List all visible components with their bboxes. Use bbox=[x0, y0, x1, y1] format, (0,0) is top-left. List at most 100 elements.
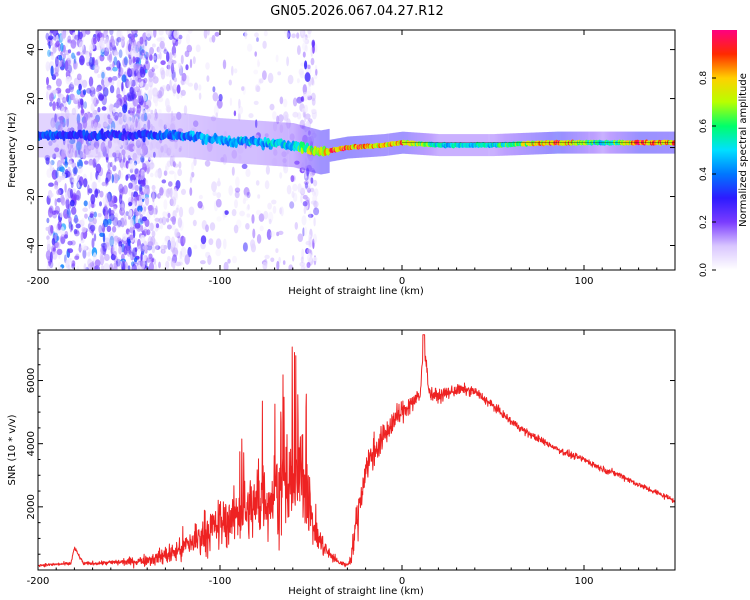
spectrogram-noise-blob bbox=[87, 258, 93, 267]
spectrogram-noise-blob bbox=[52, 247, 56, 252]
spectrogram-noise-blob bbox=[109, 263, 114, 270]
spectrogram-noise-blob bbox=[302, 36, 308, 43]
spectrogram-noise-blob bbox=[91, 181, 98, 191]
spectrogram-noise-blob bbox=[151, 245, 156, 254]
spectrogram-noise-blob bbox=[131, 181, 136, 191]
spectrogram-noise-blob bbox=[58, 116, 64, 121]
spectrogram-noise-blob bbox=[307, 64, 311, 70]
spectrogram-noise-blob bbox=[87, 251, 91, 257]
spectrogram-noise-blob bbox=[128, 209, 133, 217]
spectrogram-noise-blob bbox=[106, 243, 111, 251]
snr-ylabel: SNR (10 * v/v) bbox=[7, 414, 18, 485]
spectrogram-noise-blob bbox=[170, 196, 177, 207]
spectrogram-noise-blob bbox=[134, 222, 141, 229]
spectrogram-noise-blob bbox=[92, 107, 96, 119]
spectrogram-noise-blob bbox=[81, 153, 87, 160]
spectrogram-noise-blob bbox=[228, 185, 233, 196]
spectrogram-noise-blob bbox=[140, 259, 143, 267]
spectrogram-noise-blob bbox=[84, 160, 89, 165]
spectrogram-noise-blob bbox=[64, 230, 69, 238]
spectrogram-noise-blob bbox=[210, 115, 217, 122]
spectrogram-noise-blob bbox=[117, 72, 121, 79]
spectrogram-noise-blob bbox=[127, 162, 133, 170]
spectrogram-noise-blob bbox=[179, 250, 183, 260]
spectrogram-noise-blob bbox=[215, 112, 218, 118]
spectrogram-noise-blob bbox=[300, 256, 304, 263]
spectrogram-noise-blob bbox=[54, 198, 58, 207]
spectrogram-noise-blob bbox=[200, 235, 207, 245]
spectrogram-noise-blob bbox=[105, 47, 112, 52]
spectrogram-noise-blob bbox=[60, 106, 66, 117]
spectrogram-noise-blob bbox=[267, 202, 272, 210]
spectrogram-noise-blob bbox=[136, 42, 141, 48]
spectrogram-noise-blob bbox=[51, 237, 56, 246]
spectrogram-noise-blob bbox=[301, 215, 307, 226]
spectrogram-noise-blob bbox=[111, 226, 117, 233]
spectrogram-noise-blob bbox=[147, 89, 153, 98]
spectrogram-noise-blob bbox=[145, 140, 150, 146]
spectrogram-noise-blob bbox=[128, 143, 133, 152]
spectrogram-noise-blob bbox=[105, 242, 110, 247]
spectrogram-noise-blob bbox=[296, 78, 300, 84]
spectrogram-noise-blob bbox=[195, 44, 201, 53]
spectrogram-noise-blob bbox=[93, 64, 98, 75]
spectrogram-noise-blob bbox=[67, 35, 72, 43]
spectrogram-noise-blob bbox=[177, 128, 183, 133]
spectrogram-noise-blob bbox=[55, 40, 60, 47]
spectrogram-noise-blob bbox=[273, 149, 278, 156]
spectrogram-noise-blob bbox=[146, 52, 151, 57]
spectrogram-noise-blob bbox=[115, 38, 119, 47]
spectrogram-noise-blob bbox=[140, 155, 145, 163]
spectrogram-noise-blob bbox=[138, 195, 143, 206]
spectrogram-noise-blob bbox=[302, 84, 307, 95]
spectrogram-noise-blob bbox=[99, 222, 104, 229]
spectrogram-noise-blob bbox=[165, 260, 170, 270]
spectrogram-noise-blob bbox=[222, 210, 226, 221]
spectrogram-noise-blob bbox=[76, 113, 81, 125]
spectrogram-noise-blob bbox=[173, 30, 180, 39]
spectrogram-noise-blob bbox=[144, 39, 148, 47]
spectrogram-noise-blob bbox=[310, 46, 313, 57]
spectrogram-noise-blob bbox=[62, 96, 67, 104]
spectrogram-noise-blob bbox=[160, 69, 166, 80]
spectrogram-noise-blob bbox=[46, 91, 49, 101]
spectrogram-noise-blob bbox=[298, 68, 304, 76]
spectrogram-noise-blob bbox=[118, 152, 122, 163]
spectrogram-noise-blob bbox=[167, 212, 171, 218]
spectrogram-noise-blob bbox=[127, 265, 131, 270]
spectrogram-noise-blob bbox=[256, 85, 261, 93]
spectrogram-noise-blob bbox=[301, 162, 305, 172]
spectrogram-noise-blob bbox=[109, 85, 115, 94]
spectrogram-noise-blob bbox=[154, 115, 158, 121]
spectrogram-noise-blob bbox=[87, 154, 94, 161]
spectrogram-noise-blob bbox=[142, 162, 147, 168]
spectrogram-noise-blob bbox=[94, 64, 100, 72]
spectrogram-noise-blob bbox=[215, 198, 222, 208]
spectrogram-noise-blob bbox=[283, 111, 289, 121]
spectrogram-noise-blob bbox=[67, 264, 71, 270]
spectrogram-noise-blob bbox=[192, 56, 196, 65]
spectrogram-noise-blob bbox=[296, 32, 300, 39]
spectrogram-noise-blob bbox=[272, 205, 277, 214]
spectrogram-noise-blob bbox=[135, 139, 141, 149]
spectrogram-noise-blob bbox=[173, 77, 177, 83]
spectrogram-noise-blob bbox=[150, 236, 156, 246]
spectrogram-noise-blob bbox=[45, 250, 52, 261]
spectrogram-noise-blob bbox=[289, 133, 295, 141]
spectrogram-noise-blob bbox=[214, 31, 220, 37]
spectrogram-noise-blob bbox=[159, 187, 164, 196]
spectrogram-noise-blob bbox=[51, 169, 58, 180]
spectrogram-noise-blob bbox=[247, 43, 253, 52]
spectrogram-noise-blob bbox=[173, 249, 179, 255]
spectrogram-noise-blob bbox=[62, 53, 66, 60]
spectrogram-noise-blob bbox=[304, 44, 308, 52]
spectrogram-noise-blob bbox=[294, 222, 298, 230]
spectrogram-noise-blob bbox=[250, 243, 256, 253]
spectrogram-noise-blob bbox=[301, 248, 305, 260]
spectrogram-noise-blob bbox=[173, 186, 177, 198]
spectrogram-noise-blob bbox=[70, 39, 77, 49]
spectrogram-noise-blob bbox=[177, 168, 183, 177]
spectrogram-noise-blob bbox=[308, 130, 315, 135]
spectrogram-noise-blob bbox=[129, 77, 133, 86]
spectrogram-noise-blob bbox=[242, 242, 248, 252]
